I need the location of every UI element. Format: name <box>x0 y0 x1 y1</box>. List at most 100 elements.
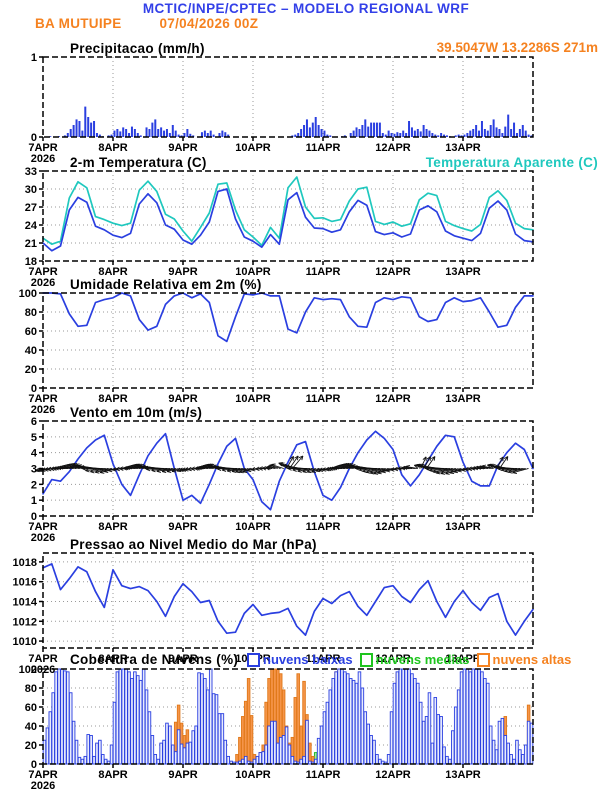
series-2-m-temperatura-c- <box>42 188 534 252</box>
series-vento-em-10m-m-s- <box>42 430 534 511</box>
x-tick-label: 8APR <box>98 769 127 781</box>
x-tick-label: 9APR <box>168 266 197 278</box>
x-tick-label: 9APR <box>168 769 197 781</box>
x-tick-label: 13APR <box>445 393 481 405</box>
x-axis-year-label: 2026 <box>31 664 55 676</box>
y-tick-label: 0 <box>31 383 37 395</box>
x-axis-year-label: 2026 <box>31 532 55 544</box>
y-tick-label: 27 <box>25 202 37 214</box>
x-tick-label: 12APR <box>375 769 411 781</box>
series-pressao-ao-nivel-medio-do-mar-hpa- <box>42 563 534 636</box>
y-tick-label: 0 <box>31 511 37 523</box>
clouds-legend: nuvens baixas nuvens medias nuvens altas <box>247 652 571 667</box>
series-umidade-relativa-em-2m- <box>42 292 534 343</box>
panel-humid: 0 20 40 60 80 100 7APR 8APR 9APR 10APR 11APR 12APR 1… <box>19 288 534 416</box>
panel-temp: 18 21 24 27 30 33 7APR 8APR 9APR 10APR 11APR 12APR 1… <box>25 166 534 289</box>
series-temperatura-aparente-c- <box>42 176 534 247</box>
x-tick-label: 11APR <box>306 266 341 278</box>
y-tick-label: 100 <box>19 664 37 676</box>
panel-clouds: 0 20 40 60 80 100 7APR 8APR 9APR 10APR 11APR 12APR 1… <box>19 664 534 792</box>
legend-item-nuvens-altas: nuvens altas <box>476 652 572 667</box>
panel-title-humidity: Umidade Relativa em 2m (%) <box>70 277 262 292</box>
x-tick-label: 10APR <box>235 142 271 154</box>
y-tick-label: 40 <box>25 721 37 733</box>
y-tick-label: 2 <box>31 479 37 491</box>
y-tick-label: 4 <box>31 448 38 460</box>
x-tick-label: 7APR <box>28 769 57 781</box>
y-tick-label: 1010 <box>13 636 37 648</box>
y-tick-label: 20 <box>25 740 37 752</box>
x-tick-label: 11APR <box>306 653 341 665</box>
x-tick-label: 12APR <box>375 653 411 665</box>
x-tick-label: 10APR <box>235 266 271 278</box>
y-tick-label: 40 <box>25 345 37 357</box>
y-tick-label: 20 <box>25 364 37 376</box>
y-tick-label: 18 <box>25 256 37 268</box>
station-coordinates: 39.5047W 13.2286S 271m <box>436 40 598 55</box>
x-tick-label: 13APR <box>445 266 481 278</box>
x-tick-label: 10APR <box>235 521 271 533</box>
x-axis-year-label: 2026 <box>31 404 55 416</box>
y-tick-label: 1012 <box>13 616 37 628</box>
y-tick-label: 0 <box>31 132 37 144</box>
x-tick-label: 8APR <box>98 653 127 665</box>
x-tick-label: 12APR <box>375 521 411 533</box>
x-axis-year-label: 2026 <box>31 277 55 289</box>
x-tick-label: 7APR <box>28 521 57 533</box>
legend-label-nuvens-baixas: nuvens baixas <box>263 652 353 667</box>
y-tick-label: 60 <box>25 702 37 714</box>
x-tick-label: 7APR <box>28 393 57 405</box>
x-tick-label: 11APR <box>306 521 341 533</box>
legend-label-nuvens-medias: nuvens medias <box>375 652 470 667</box>
y-tick-label: 1018 <box>13 557 37 569</box>
legend-item-nuvens-baixas: nuvens baixas <box>247 652 353 667</box>
series-precipitacao-mm-h- <box>49 106 533 137</box>
x-axis-year-label: 2026 <box>31 153 55 165</box>
x-tick-label: 7APR <box>28 653 57 665</box>
y-tick-label: 33 <box>25 166 37 178</box>
y-tick-label: 5 <box>31 432 37 444</box>
panel-title-precipitation: Precipitacao (mm/h) <box>70 41 205 56</box>
y-tick-label: 3 <box>31 464 37 476</box>
panel-title-clouds: Cobertura de Nuvens (%) <box>70 652 239 667</box>
x-tick-label: 8APR <box>98 393 127 405</box>
y-tick-label: 24 <box>25 220 38 232</box>
x-tick-label: 8APR <box>98 142 127 154</box>
series-nuvens-baixas <box>42 668 534 765</box>
run-datetime: 07/04/2026 00Z <box>159 16 259 31</box>
x-tick-label: 11APR <box>306 142 341 154</box>
x-tick-label: 12APR <box>375 393 411 405</box>
x-tick-label: 9APR <box>168 393 197 405</box>
y-tick-label: 0 <box>31 759 37 771</box>
station-run-line: BA MUTUIPE 07/04/2026 00Z <box>35 16 258 31</box>
x-tick-label: 9APR <box>168 142 197 154</box>
nuvens-altas-swatch-icon <box>476 652 490 667</box>
station-name: BA MUTUIPE <box>35 16 122 31</box>
x-tick-label: 11APR <box>306 393 341 405</box>
y-tick-label: 1016 <box>13 577 37 589</box>
y-tick-label: 100 <box>19 288 37 300</box>
wind-barbs <box>35 455 529 475</box>
panel-wind: 0 1 2 3 4 5 6 7APR 8APR 9APR 10APR 11APR 12APR 13APR 2… <box>28 416 534 544</box>
x-tick-label: 12APR <box>375 142 411 154</box>
y-tick-label: 30 <box>25 184 37 196</box>
y-tick-label: 60 <box>25 326 37 338</box>
x-tick-label: 13APR <box>445 521 481 533</box>
y-tick-label: 1 <box>31 52 37 64</box>
page-title: MCTIC/INPE/CPTEC – MODELO REGIONAL WRF <box>142 1 470 16</box>
x-tick-label: 7APR <box>28 142 57 154</box>
x-tick-label: 12APR <box>375 266 411 278</box>
x-tick-label: 13APR <box>445 653 481 665</box>
x-tick-label: 11APR <box>306 769 341 781</box>
y-tick-label: 1 <box>31 495 37 507</box>
legend-label-nuvens-altas: nuvens altas <box>492 652 572 667</box>
y-tick-label: 21 <box>25 238 37 250</box>
panel-precip: 0 1 7APR 8APR 9APR 10APR 11APR 12APR 13APR 2026 <box>28 52 534 165</box>
x-axis-year-label: 2026 <box>31 780 55 792</box>
y-tick-label: 6 <box>31 416 37 428</box>
panel-title-pressure: Pressao ao Nivel Medio do Mar (hPa) <box>70 537 317 552</box>
nuvens-medias-swatch-icon <box>359 652 373 667</box>
legend-item-nuvens-medias: nuvens medias <box>359 652 470 667</box>
panel-title-apparent-temperature: Temperatura Aparente (C) <box>425 155 598 170</box>
